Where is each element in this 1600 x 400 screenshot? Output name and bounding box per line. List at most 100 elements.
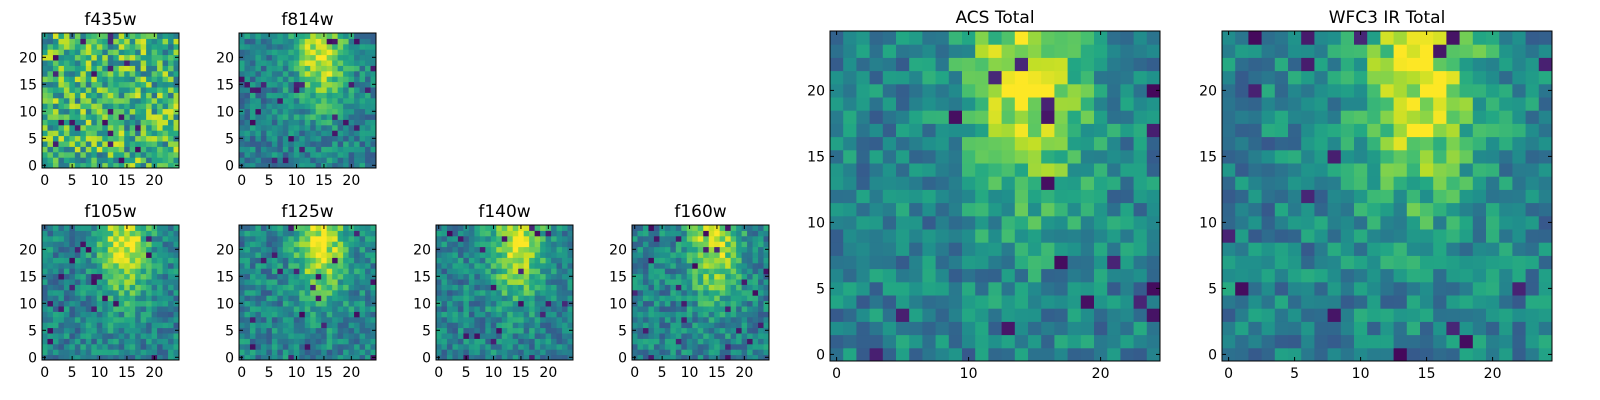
heatmap-cell xyxy=(173,141,180,147)
heatmap-cell xyxy=(173,343,180,350)
heatmap-cell xyxy=(556,289,563,296)
heatmap-cell xyxy=(1080,255,1095,270)
heatmap-cell xyxy=(758,246,765,253)
heatmap-cell xyxy=(730,235,737,242)
heatmap-cell xyxy=(479,262,486,269)
heatmap-cell xyxy=(135,268,142,275)
heatmap-cell xyxy=(653,300,660,307)
heatmap-cell xyxy=(664,246,671,253)
heatmap-cell xyxy=(882,229,897,243)
heatmap-cell xyxy=(556,257,563,264)
heatmap-cell xyxy=(260,141,267,147)
heatmap-cell xyxy=(529,241,536,248)
heatmap-cell xyxy=(162,97,169,104)
heatmap-cell xyxy=(162,333,169,339)
heatmap-cell xyxy=(271,119,278,126)
heatmap-cell xyxy=(315,103,322,110)
heatmap-cell xyxy=(348,343,355,350)
heatmap-cell xyxy=(501,316,508,323)
heatmap-cell xyxy=(80,146,87,153)
heatmap-cell xyxy=(758,262,765,269)
heatmap-cell xyxy=(642,327,649,334)
heatmap-cell xyxy=(1235,242,1249,256)
heatmap-cell xyxy=(948,255,963,270)
heatmap-cell xyxy=(118,262,125,269)
heatmap-cell xyxy=(714,279,721,285)
heatmap-cell xyxy=(173,316,180,323)
heatmap-cell xyxy=(359,311,366,318)
heatmap-cell xyxy=(909,149,923,164)
heatmap-cell xyxy=(479,241,486,248)
heatmap-cell xyxy=(692,349,699,356)
heatmap-cell xyxy=(321,130,328,137)
heatmap-cell xyxy=(299,65,306,72)
heatmap-cell xyxy=(293,252,300,258)
heatmap-cell xyxy=(1261,295,1276,309)
heatmap-cell xyxy=(540,349,547,356)
heatmap-cell xyxy=(758,338,765,345)
heatmap-cell xyxy=(315,257,322,264)
heatmap-cell xyxy=(1094,97,1108,111)
heatmap-cell xyxy=(299,54,306,61)
heatmap-cell xyxy=(124,235,131,242)
heatmap-cell xyxy=(118,354,125,361)
heatmap-cell xyxy=(69,141,76,147)
heatmap-cell xyxy=(321,146,328,153)
heatmap-cell xyxy=(47,92,54,99)
heatmap-cell xyxy=(304,130,311,137)
heatmap-cell xyxy=(370,225,377,231)
heatmap-cell xyxy=(359,343,366,350)
heatmap-cell xyxy=(151,60,158,66)
heatmap-cell xyxy=(1146,44,1161,58)
heatmap-cell xyxy=(1014,321,1029,336)
heatmap-cell xyxy=(485,289,492,296)
heatmap-cell xyxy=(365,151,372,158)
heatmap-cell xyxy=(299,70,306,77)
heatmap-cell xyxy=(529,295,536,302)
heatmap-cell xyxy=(113,103,120,110)
heatmap-cell xyxy=(157,87,164,93)
heatmap-cell xyxy=(843,83,857,98)
heatmap-cell xyxy=(102,114,109,120)
heatmap-cell xyxy=(277,119,284,126)
heatmap-cell xyxy=(310,241,317,248)
heatmap-cell xyxy=(326,162,333,169)
heatmap-cell xyxy=(474,284,481,291)
heatmap-cell xyxy=(370,97,377,104)
heatmap-cell xyxy=(562,311,569,318)
heatmap-cell xyxy=(239,230,245,237)
heatmap-cell xyxy=(255,235,262,242)
heatmap-cell xyxy=(637,343,644,350)
heatmap-cell xyxy=(91,81,98,88)
heatmap-cell xyxy=(96,97,103,104)
heatmap-cell xyxy=(1314,242,1329,256)
heatmap-cell xyxy=(157,135,164,142)
heatmap-cell xyxy=(310,43,317,50)
heatmap-cell xyxy=(948,268,963,283)
heatmap-cell xyxy=(479,273,486,280)
heatmap-cell xyxy=(239,252,245,258)
heatmap-cell xyxy=(249,124,256,131)
heatmap-cell xyxy=(556,327,563,334)
heatmap-cell xyxy=(332,284,339,291)
heatmap-cell xyxy=(337,135,344,142)
heatmap-cell xyxy=(107,38,114,45)
heatmap-cell xyxy=(271,284,278,291)
heatmap-cell xyxy=(140,306,147,312)
heatmap-cell xyxy=(271,151,278,158)
heatmap-cell xyxy=(1486,295,1500,309)
heatmap-cell xyxy=(922,295,937,309)
heatmap-cell xyxy=(304,230,311,237)
heatmap-cell xyxy=(556,230,563,237)
heatmap-cell xyxy=(909,347,923,362)
heatmap-cell xyxy=(736,279,743,285)
x-tick-label: 10 xyxy=(960,366,978,382)
heatmap-cell xyxy=(1120,189,1135,204)
heatmap-cell xyxy=(244,333,251,339)
heatmap-cell xyxy=(1067,163,1082,177)
heatmap-cell xyxy=(107,354,114,361)
heatmap-cell xyxy=(1538,295,1553,309)
heatmap-cell xyxy=(96,284,103,291)
heatmap-cell xyxy=(1080,334,1095,349)
heatmap-cell xyxy=(96,103,103,110)
